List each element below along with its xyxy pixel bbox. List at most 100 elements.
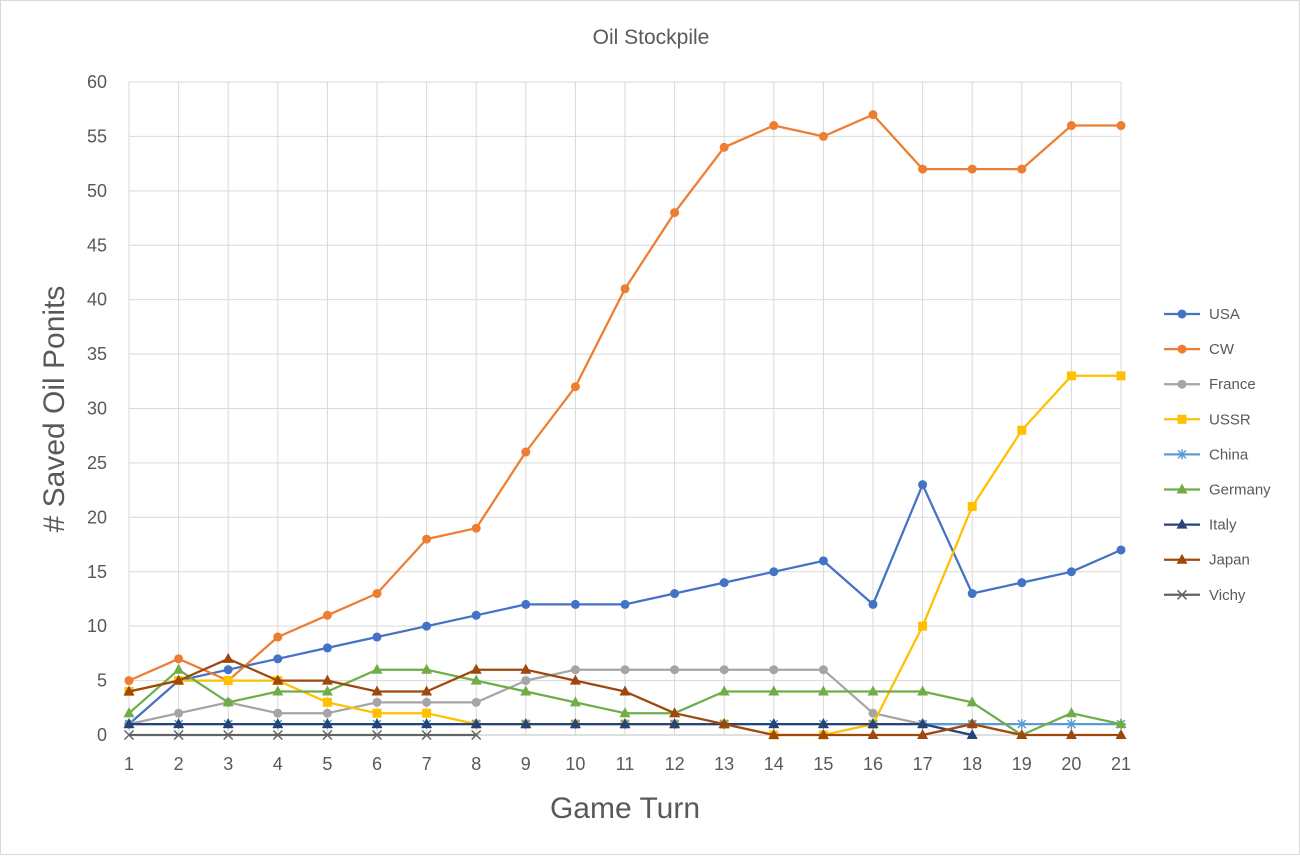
data-point-germany [768,685,780,696]
data-point-cw [372,589,382,599]
data-point-ussr [967,501,977,511]
legend-label: Germany [1209,482,1271,499]
series-japan [123,652,1127,739]
data-point-japan [619,685,631,696]
series-italy [123,718,978,739]
data-point-japan [569,674,581,685]
legend-label: Vichy [1209,587,1246,604]
legend-label: Italy [1209,517,1237,534]
data-point-cw [174,654,184,664]
data-point-cw [471,523,481,533]
data-point-germany [1065,707,1077,718]
data-point-italy [173,718,185,729]
legend-swatch-marker [1176,589,1188,600]
data-point-italy [222,718,234,729]
y-axis-ticks: 0 5 10 15 20 25 30 35 40 45 50 55 60 [87,72,107,745]
data-point-germany [619,707,631,718]
data-point-germany [470,674,482,685]
data-point-ussr [223,676,233,686]
data-point-vichy [173,729,184,741]
data-point-cw [818,131,828,141]
x-tick-label: 7 [422,754,432,774]
data-point-japan [371,685,383,696]
data-point-usa [918,480,928,490]
data-point-italy [867,718,879,729]
data-point-china [1016,719,1027,730]
data-point-germany [371,663,383,674]
x-tick-label: 21 [1111,754,1131,774]
data-point-usa [769,567,779,577]
data-point-italy [321,718,333,729]
x-tick-label: 13 [714,754,734,774]
legend-swatch-marker [1177,344,1187,354]
data-point-cw [422,534,432,544]
x-tick-label: 9 [521,754,531,774]
data-point-cw [273,632,283,642]
data-point-usa [223,665,233,675]
legend-swatch-marker [1176,553,1188,564]
data-point-germany [966,696,978,707]
data-point-germany [520,685,532,696]
x-tick-label: 4 [273,754,283,774]
data-point-japan [867,729,879,739]
series-line-italy [129,722,973,737]
legend-entry-cw: CW [1164,341,1235,358]
data-point-italy [817,718,829,729]
legend-swatch-marker [1176,518,1188,529]
data-point-italy [569,718,581,729]
legend-entry-vichy: Vichy [1164,587,1246,604]
data-point-usa [570,599,580,609]
x-tick-label: 15 [813,754,833,774]
data-point-china [1066,719,1077,730]
data-point-cw [719,142,729,152]
data-point-france [521,676,531,686]
data-point-usa [471,610,481,620]
data-point-usa [322,643,332,653]
data-point-usa [273,654,283,664]
data-point-italy [966,729,978,739]
x-tick-label: 10 [565,754,585,774]
data-point-usa [372,632,382,642]
data-point-japan [123,685,135,696]
y-tick-label: 5 [97,671,107,691]
data-point-cw [1066,121,1076,131]
data-point-vichy [471,729,482,741]
data-point-japan [768,729,780,739]
x-tick-label: 3 [223,754,233,774]
legend-entry-usa: USA [1164,306,1240,323]
data-point-cw [521,447,531,457]
data-point-france [322,708,332,718]
data-point-italy [371,718,383,729]
x-tick-label: 16 [863,754,883,774]
data-point-italy [669,718,681,729]
data-point-germany [222,696,234,707]
data-point-germany [569,696,581,707]
data-point-japan [817,729,829,739]
data-point-japan [1115,729,1127,739]
x-tick-label: 14 [764,754,784,774]
data-point-germany [1115,718,1127,729]
data-point-japan [917,729,929,739]
y-tick-label: 30 [87,399,107,419]
data-point-japan [1065,729,1077,739]
y-tick-label: 40 [87,290,107,310]
data-point-ussr [1116,371,1126,381]
y-tick-label: 60 [87,72,107,92]
data-point-france [620,665,630,675]
data-point-japan [321,674,333,685]
data-point-france [670,665,680,675]
y-tick-label: 35 [87,344,107,364]
data-point-ussr [372,708,382,718]
y-tick-label: 10 [87,616,107,636]
legend-swatch-marker [1177,309,1187,319]
data-point-vichy [272,729,283,741]
data-point-france [719,665,729,675]
series-vichy [123,729,482,741]
data-point-france [818,665,828,675]
data-point-cw [570,382,580,392]
data-point-japan [718,718,730,729]
legend-entry-italy: Italy [1164,517,1237,534]
x-tick-label: 19 [1012,754,1032,774]
data-point-france [471,697,481,707]
